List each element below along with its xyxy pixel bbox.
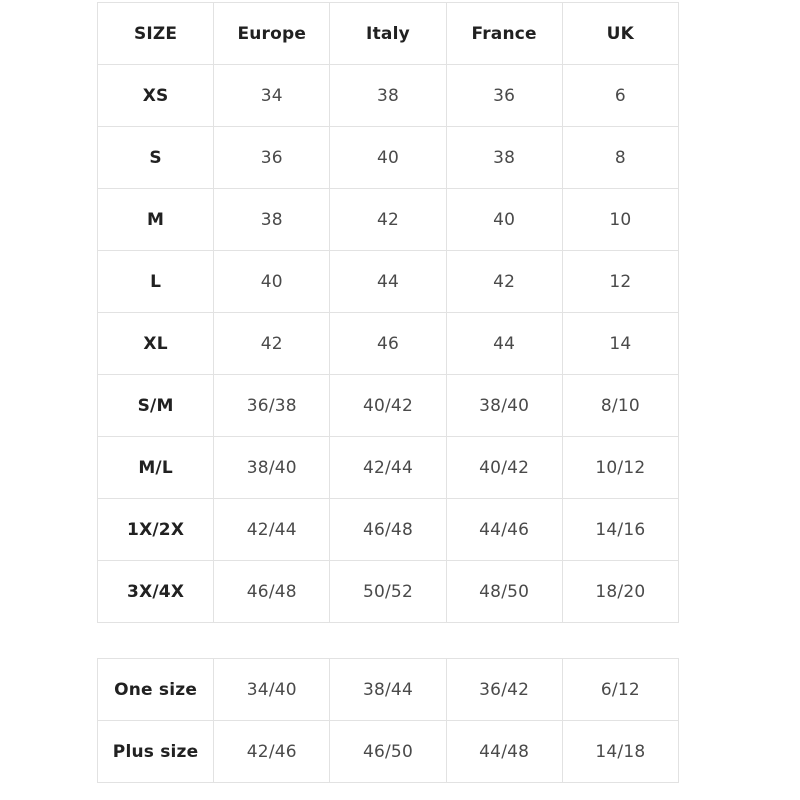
row-label: One size [96,658,215,721]
column-header-europe: Europe [213,2,331,65]
cell-france: 44/46 [445,498,563,561]
cell-uk: 14 [561,312,680,375]
size-conversion-table: SIZE Europe Italy France UK XS 34 38 36 … [96,2,680,623]
cell-italy: 46/48 [329,498,447,561]
cell-france: 36/42 [445,658,563,721]
cell-italy: 44 [329,250,447,313]
cell-uk: 14/18 [561,720,680,783]
cell-europe: 38/40 [213,436,331,499]
cell-uk: 10/12 [561,436,680,499]
table-row-1x-2x: 1X/2X 42/44 46/48 44/46 14/16 [96,498,680,561]
cell-europe: 42/44 [213,498,331,561]
cell-europe: 36/38 [213,374,331,437]
cell-europe: 36 [213,126,331,189]
cell-uk: 8/10 [561,374,680,437]
special-sizes-table: One size 34/40 38/44 36/42 6/12 Plus siz… [96,658,680,783]
cell-uk: 12 [561,250,680,313]
size-chart-container: SIZE Europe Italy France UK XS 34 38 36 … [96,2,680,783]
cell-europe: 46/48 [213,560,331,623]
cell-uk: 10 [561,188,680,251]
table-row-l: L 40 44 42 12 [96,250,680,313]
cell-france: 42 [445,250,563,313]
cell-uk: 6 [561,64,680,127]
cell-france: 44 [445,312,563,375]
table-row-3x-4x: 3X/4X 46/48 50/52 48/50 18/20 [96,560,680,623]
row-label: S/M [96,374,215,437]
row-label: Plus size [96,720,215,783]
row-label: M/L [96,436,215,499]
cell-italy: 42 [329,188,447,251]
cell-france: 36 [445,64,563,127]
column-header-size: SIZE [96,2,215,65]
cell-france: 40 [445,188,563,251]
cell-europe: 42/46 [213,720,331,783]
row-label: XS [96,64,215,127]
cell-france: 38/40 [445,374,563,437]
table-row-xs: XS 34 38 36 6 [96,64,680,127]
cell-italy: 38/44 [329,658,447,721]
cell-italy: 50/52 [329,560,447,623]
row-label: S [96,126,215,189]
column-header-italy: Italy [329,2,447,65]
cell-uk: 18/20 [561,560,680,623]
row-label: 1X/2X [96,498,215,561]
cell-france: 38 [445,126,563,189]
table-row-s: S 36 40 38 8 [96,126,680,189]
cell-italy: 38 [329,64,447,127]
cell-italy: 40/42 [329,374,447,437]
cell-italy: 40 [329,126,447,189]
row-label: 3X/4X [96,560,215,623]
row-label: XL [96,312,215,375]
table-row-one-size: One size 34/40 38/44 36/42 6/12 [96,658,680,721]
cell-europe: 34 [213,64,331,127]
table-row-m: M 38 42 40 10 [96,188,680,251]
cell-uk: 14/16 [561,498,680,561]
cell-europe: 34/40 [213,658,331,721]
row-label: M [96,188,215,251]
cell-france: 40/42 [445,436,563,499]
cell-italy: 46/50 [329,720,447,783]
cell-uk: 6/12 [561,658,680,721]
table-row-plus-size: Plus size 42/46 46/50 44/48 14/18 [96,720,680,783]
cell-europe: 42 [213,312,331,375]
cell-france: 44/48 [445,720,563,783]
cell-uk: 8 [561,126,680,189]
column-header-france: France [445,2,563,65]
cell-italy: 46 [329,312,447,375]
row-label: L [96,250,215,313]
table-row-xl: XL 42 46 44 14 [96,312,680,375]
cell-europe: 38 [213,188,331,251]
cell-italy: 42/44 [329,436,447,499]
table-row-s-m: S/M 36/38 40/42 38/40 8/10 [96,374,680,437]
column-header-uk: UK [561,2,680,65]
cell-europe: 40 [213,250,331,313]
table-row-m-l: M/L 38/40 42/44 40/42 10/12 [96,436,680,499]
table-header-row: SIZE Europe Italy France UK [96,2,680,65]
cell-france: 48/50 [445,560,563,623]
